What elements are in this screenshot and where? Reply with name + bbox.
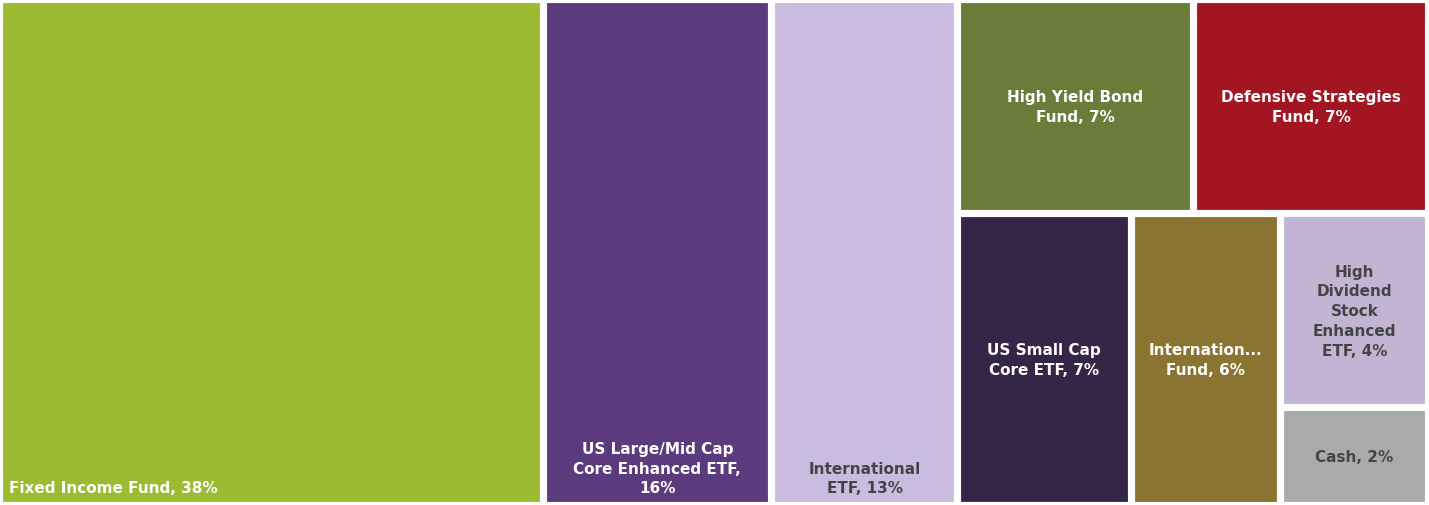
FancyBboxPatch shape: [959, 216, 1130, 503]
FancyBboxPatch shape: [1133, 216, 1279, 503]
FancyBboxPatch shape: [1282, 410, 1428, 503]
Text: US Large/Mid Cap
Core Enhanced ETF,
16%: US Large/Mid Cap Core Enhanced ETF, 16%: [573, 441, 742, 495]
FancyBboxPatch shape: [1195, 2, 1428, 213]
Text: Internation...
Fund, 6%: Internation... Fund, 6%: [1149, 342, 1262, 377]
Text: High Yield Bond
Fund, 7%: High Yield Bond Fund, 7%: [1007, 90, 1143, 125]
Text: Defensive Strategies
Fund, 7%: Defensive Strategies Fund, 7%: [1222, 90, 1400, 125]
FancyBboxPatch shape: [959, 2, 1192, 213]
FancyBboxPatch shape: [1, 2, 542, 503]
FancyBboxPatch shape: [544, 2, 770, 503]
Text: Fixed Income Fund, 38%: Fixed Income Fund, 38%: [10, 481, 219, 495]
FancyBboxPatch shape: [1282, 216, 1428, 407]
Text: Cash, 2%: Cash, 2%: [1316, 449, 1393, 464]
Text: International
ETF, 13%: International ETF, 13%: [809, 461, 920, 495]
FancyBboxPatch shape: [773, 2, 956, 503]
Text: High
Dividend
Stock
Enhanced
ETF, 4%: High Dividend Stock Enhanced ETF, 4%: [1313, 264, 1396, 358]
Text: US Small Cap
Core ETF, 7%: US Small Cap Core ETF, 7%: [987, 342, 1102, 377]
